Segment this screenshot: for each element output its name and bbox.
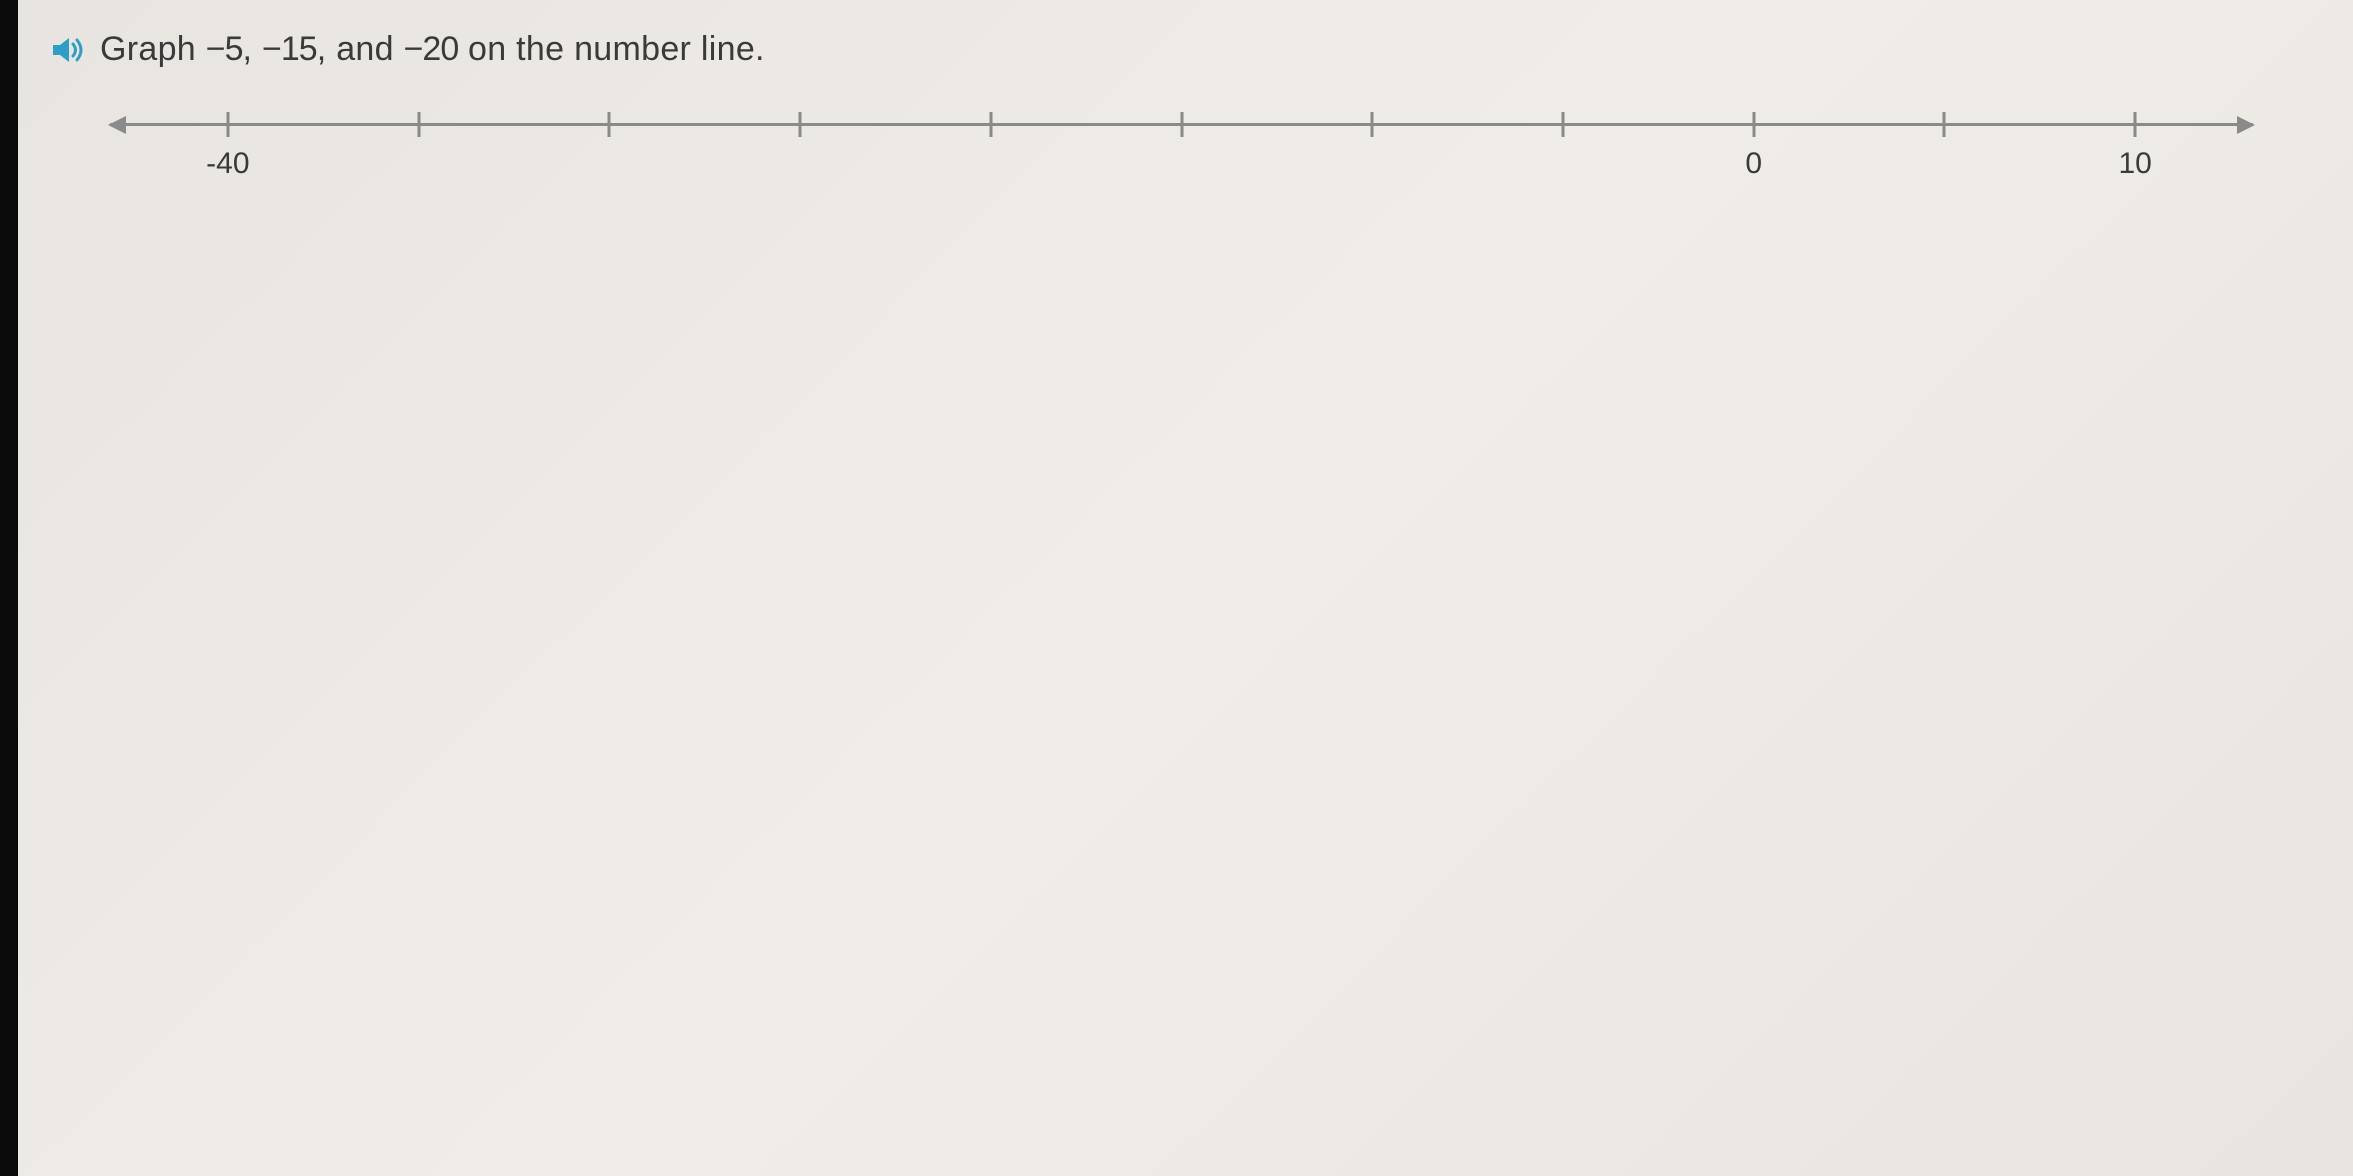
tick-mark[interactable] — [989, 112, 992, 137]
tick-mark[interactable] — [2134, 112, 2137, 137]
tick-mark[interactable] — [1752, 112, 1755, 137]
instruction-part: −20 — [404, 30, 459, 68]
tick-mark[interactable] — [1180, 112, 1183, 137]
instruction-part: −5 — [206, 30, 243, 68]
instruction-row: Graph −5, −15, and −20 on the number lin… — [50, 30, 2313, 69]
tick-mark[interactable] — [608, 112, 611, 137]
tick-mark[interactable] — [1561, 112, 1564, 137]
instruction-part: on the number line. — [458, 30, 765, 68]
tick-label: 0 — [1745, 147, 1762, 181]
tick-mark[interactable] — [1943, 112, 1946, 137]
instruction-text: Graph −5, −15, and −20 on the number lin… — [100, 30, 765, 69]
arrow-right-icon — [2237, 116, 2255, 134]
instruction-part: −15 — [262, 30, 317, 68]
speaker-icon[interactable] — [50, 34, 86, 66]
left-edge-bar — [0, 0, 18, 1176]
instruction-part: , and — [317, 30, 404, 68]
tick-label: -40 — [206, 147, 249, 181]
arrow-left-icon — [108, 116, 126, 134]
number-line-container: -40 0 10 — [50, 105, 2313, 195]
instruction-part: Graph — [100, 30, 206, 68]
tick-mark[interactable] — [799, 112, 802, 137]
instruction-part: , — [243, 30, 263, 68]
tick-label: 10 — [2118, 147, 2151, 181]
tick-mark[interactable] — [226, 112, 229, 137]
tick-mark[interactable] — [1371, 112, 1374, 137]
number-line[interactable]: -40 0 10 — [110, 105, 2253, 195]
tick-mark[interactable] — [417, 112, 420, 137]
content-area: Graph −5, −15, and −20 on the number lin… — [0, 0, 2353, 235]
